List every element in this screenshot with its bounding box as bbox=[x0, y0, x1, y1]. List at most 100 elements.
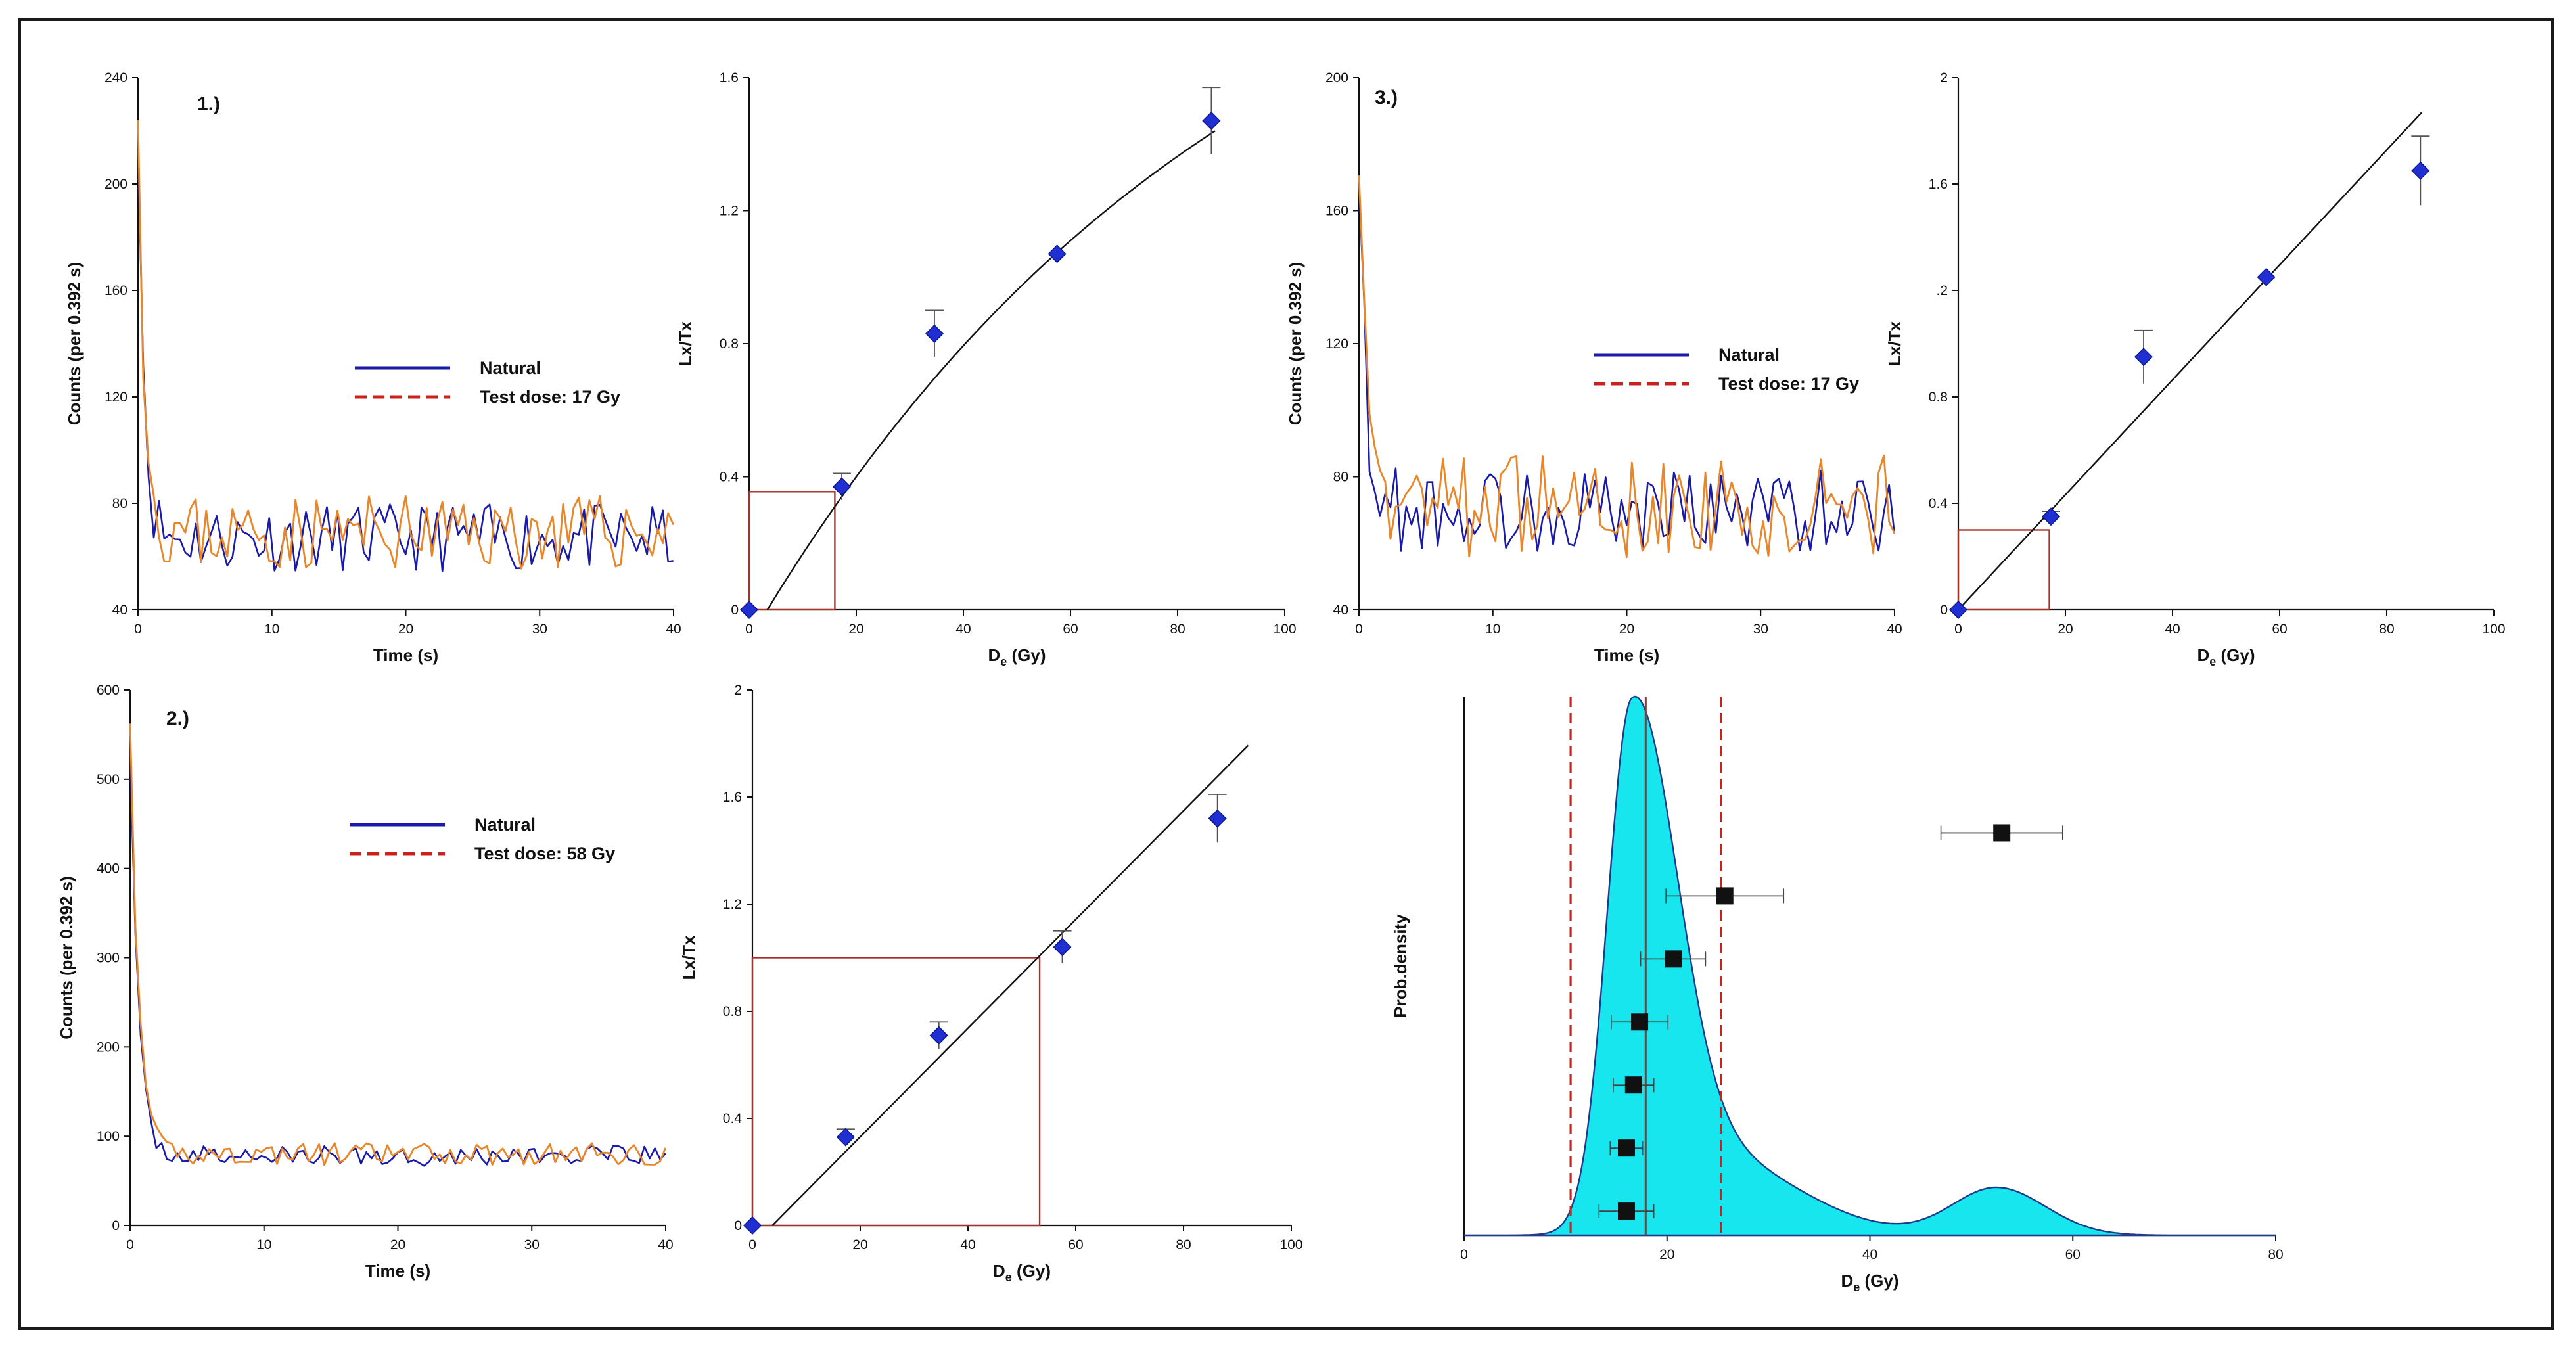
natural-signal-series bbox=[137, 150, 674, 572]
y-axis-label: Counts (per 0.392 s) bbox=[1285, 262, 1305, 426]
data-point-diamond bbox=[832, 477, 852, 496]
y-axis-label: Counts (per 0.392 s) bbox=[64, 262, 84, 426]
legend-test-dose-label: Test dose: 17 Gy bbox=[1718, 374, 1859, 394]
y-tick-label: 600 bbox=[97, 683, 120, 698]
y-tick-label: 0.8 bbox=[1929, 390, 1948, 405]
data-point-diamond bbox=[2411, 161, 2430, 180]
dose-interpolation-box bbox=[1957, 529, 2050, 611]
y-tick-label: 80 bbox=[112, 496, 127, 511]
dose-response-fit-line bbox=[771, 744, 1249, 1226]
y-tick-label: 160 bbox=[1325, 204, 1348, 219]
x-tick-label: 80 bbox=[2379, 622, 2394, 637]
x-tick-label: 60 bbox=[2272, 622, 2287, 637]
dose-interpolation-box bbox=[748, 491, 836, 611]
data-point-diamond bbox=[2041, 507, 2061, 526]
test-dose-signal-series bbox=[1358, 175, 1895, 559]
data-point-diamond bbox=[1047, 244, 1067, 263]
aliquot-square-marker bbox=[1665, 950, 1682, 968]
aliquot-square-marker bbox=[1618, 1202, 1635, 1220]
y-tick-label: 0.8 bbox=[723, 1004, 742, 1019]
test-dose-signal-series bbox=[129, 723, 667, 1166]
dose-interpolation-box bbox=[751, 957, 1041, 1227]
x-tick-label: 30 bbox=[524, 1237, 540, 1252]
y-tick-label: .2 bbox=[1936, 283, 1948, 298]
x-tick-label: 10 bbox=[1485, 622, 1500, 637]
natural-signal-series bbox=[129, 753, 666, 1167]
x-tick-label: 30 bbox=[532, 622, 547, 637]
x-tick-label: 40 bbox=[1862, 1247, 1877, 1262]
y-tick-label: 1.6 bbox=[720, 70, 739, 85]
probability-density-area bbox=[1464, 695, 2276, 1237]
test-dose-signal-series bbox=[137, 120, 674, 570]
x-tick-label: 80 bbox=[1170, 622, 1185, 637]
x-axis-label: De (Gy) bbox=[988, 645, 1046, 668]
panel-label: 2.) bbox=[166, 708, 189, 729]
y-tick-label: 0 bbox=[731, 603, 739, 618]
data-point-diamond bbox=[836, 1128, 855, 1147]
x-tick-label: 0 bbox=[748, 1237, 756, 1252]
y-tick-label: 120 bbox=[104, 390, 127, 405]
data-point-diamond bbox=[925, 324, 944, 343]
y-tick-label: 1.6 bbox=[1929, 177, 1948, 192]
x-tick-label: 20 bbox=[848, 622, 863, 637]
y-tick-label: 1.2 bbox=[720, 204, 739, 219]
p1_decay-panel: 0 10 20 30 40 40 80 120 160 200 240 Time (s) Counts … bbox=[64, 70, 681, 665]
panel-label: 1.) bbox=[197, 93, 220, 115]
x-tick-label: 0 bbox=[1954, 622, 1962, 637]
y-axis-label: Lx/Tx bbox=[676, 321, 695, 366]
legend-test-dose-label: Test dose: 17 Gy bbox=[480, 387, 620, 407]
y-tick-label: 2 bbox=[734, 683, 742, 698]
x-tick-label: 60 bbox=[1068, 1237, 1083, 1252]
p1_growth-panel: 0 20 40 60 80 100 0 0.4 0.8 1.2 1.6 De (Gy) Lx/Tx bbox=[676, 70, 1297, 668]
x-axis-label: Time (s) bbox=[373, 645, 438, 665]
figure-frame bbox=[18, 18, 2554, 1330]
x-tick-label: 20 bbox=[852, 1237, 867, 1252]
x-axis-label: De (Gy) bbox=[1841, 1271, 1898, 1294]
y-tick-label: 240 bbox=[104, 70, 127, 85]
legend-natural-label: Natural bbox=[1718, 345, 1780, 365]
p2_growth-panel: 0 20 40 60 80 100 0 0.4 0.8 1.2 1.6 2 De (Gy) Lx/Tx bbox=[679, 683, 1303, 1284]
y-tick-label: 0 bbox=[112, 1218, 120, 1233]
data-point-diamond bbox=[739, 600, 759, 620]
x-tick-label: 30 bbox=[1753, 622, 1768, 637]
y-tick-label: 0.4 bbox=[1929, 496, 1948, 511]
x-tick-label: 20 bbox=[390, 1237, 405, 1252]
aliquot-square-marker bbox=[1716, 887, 1734, 905]
x-tick-label: 0 bbox=[1355, 622, 1363, 637]
x-tick-label: 10 bbox=[256, 1237, 271, 1252]
x-tick-label: 20 bbox=[1619, 622, 1634, 637]
p3_growth-panel: 0 20 40 60 80 100 0 0.4 0.8 .2 1.6 2 De (Gy) Lx/Tx bbox=[1885, 70, 2506, 668]
y-tick-label: 100 bbox=[97, 1129, 120, 1144]
x-tick-label: 60 bbox=[2065, 1247, 2081, 1262]
x-tick-label: 40 bbox=[666, 622, 681, 637]
x-tick-label: 20 bbox=[1659, 1247, 1674, 1262]
x-tick-label: 40 bbox=[1887, 622, 1902, 637]
data-point-diamond bbox=[1202, 111, 1221, 130]
x-tick-label: 0 bbox=[134, 622, 142, 637]
panel-label: 3.) bbox=[1375, 87, 1398, 108]
legend-natural-label: Natural bbox=[474, 815, 536, 835]
x-tick-label: 100 bbox=[2482, 622, 2505, 637]
y-tick-label: 200 bbox=[104, 177, 127, 192]
y-axis-label: Prob.density bbox=[1391, 914, 1410, 1018]
x-tick-label: 0 bbox=[745, 622, 753, 637]
dose-response-fit-line bbox=[1958, 112, 2422, 610]
y-tick-label: 160 bbox=[104, 283, 127, 298]
aliquot-square-marker bbox=[1993, 824, 2011, 842]
data-point-diamond bbox=[743, 1216, 762, 1235]
y-tick-label: 0.4 bbox=[720, 470, 739, 485]
y-tick-label: 40 bbox=[112, 603, 127, 618]
y-tick-label: 40 bbox=[1333, 603, 1348, 618]
x-axis-label: Time (s) bbox=[1594, 645, 1659, 665]
y-tick-label: 0 bbox=[1940, 603, 1948, 618]
x-tick-label: 80 bbox=[1176, 1237, 1191, 1252]
legend-test-dose-label: Test dose: 58 Gy bbox=[474, 844, 615, 863]
aliquot-square-marker bbox=[1618, 1139, 1635, 1157]
x-tick-label: 100 bbox=[1279, 1237, 1302, 1252]
data-point-diamond bbox=[2134, 348, 2153, 367]
data-point-diamond bbox=[929, 1026, 948, 1045]
x-tick-label: 0 bbox=[126, 1237, 134, 1252]
x-tick-label: 60 bbox=[1063, 622, 1078, 637]
x-tick-label: 40 bbox=[955, 622, 971, 637]
y-axis-label: Counts (per 0.392 s) bbox=[57, 876, 76, 1040]
